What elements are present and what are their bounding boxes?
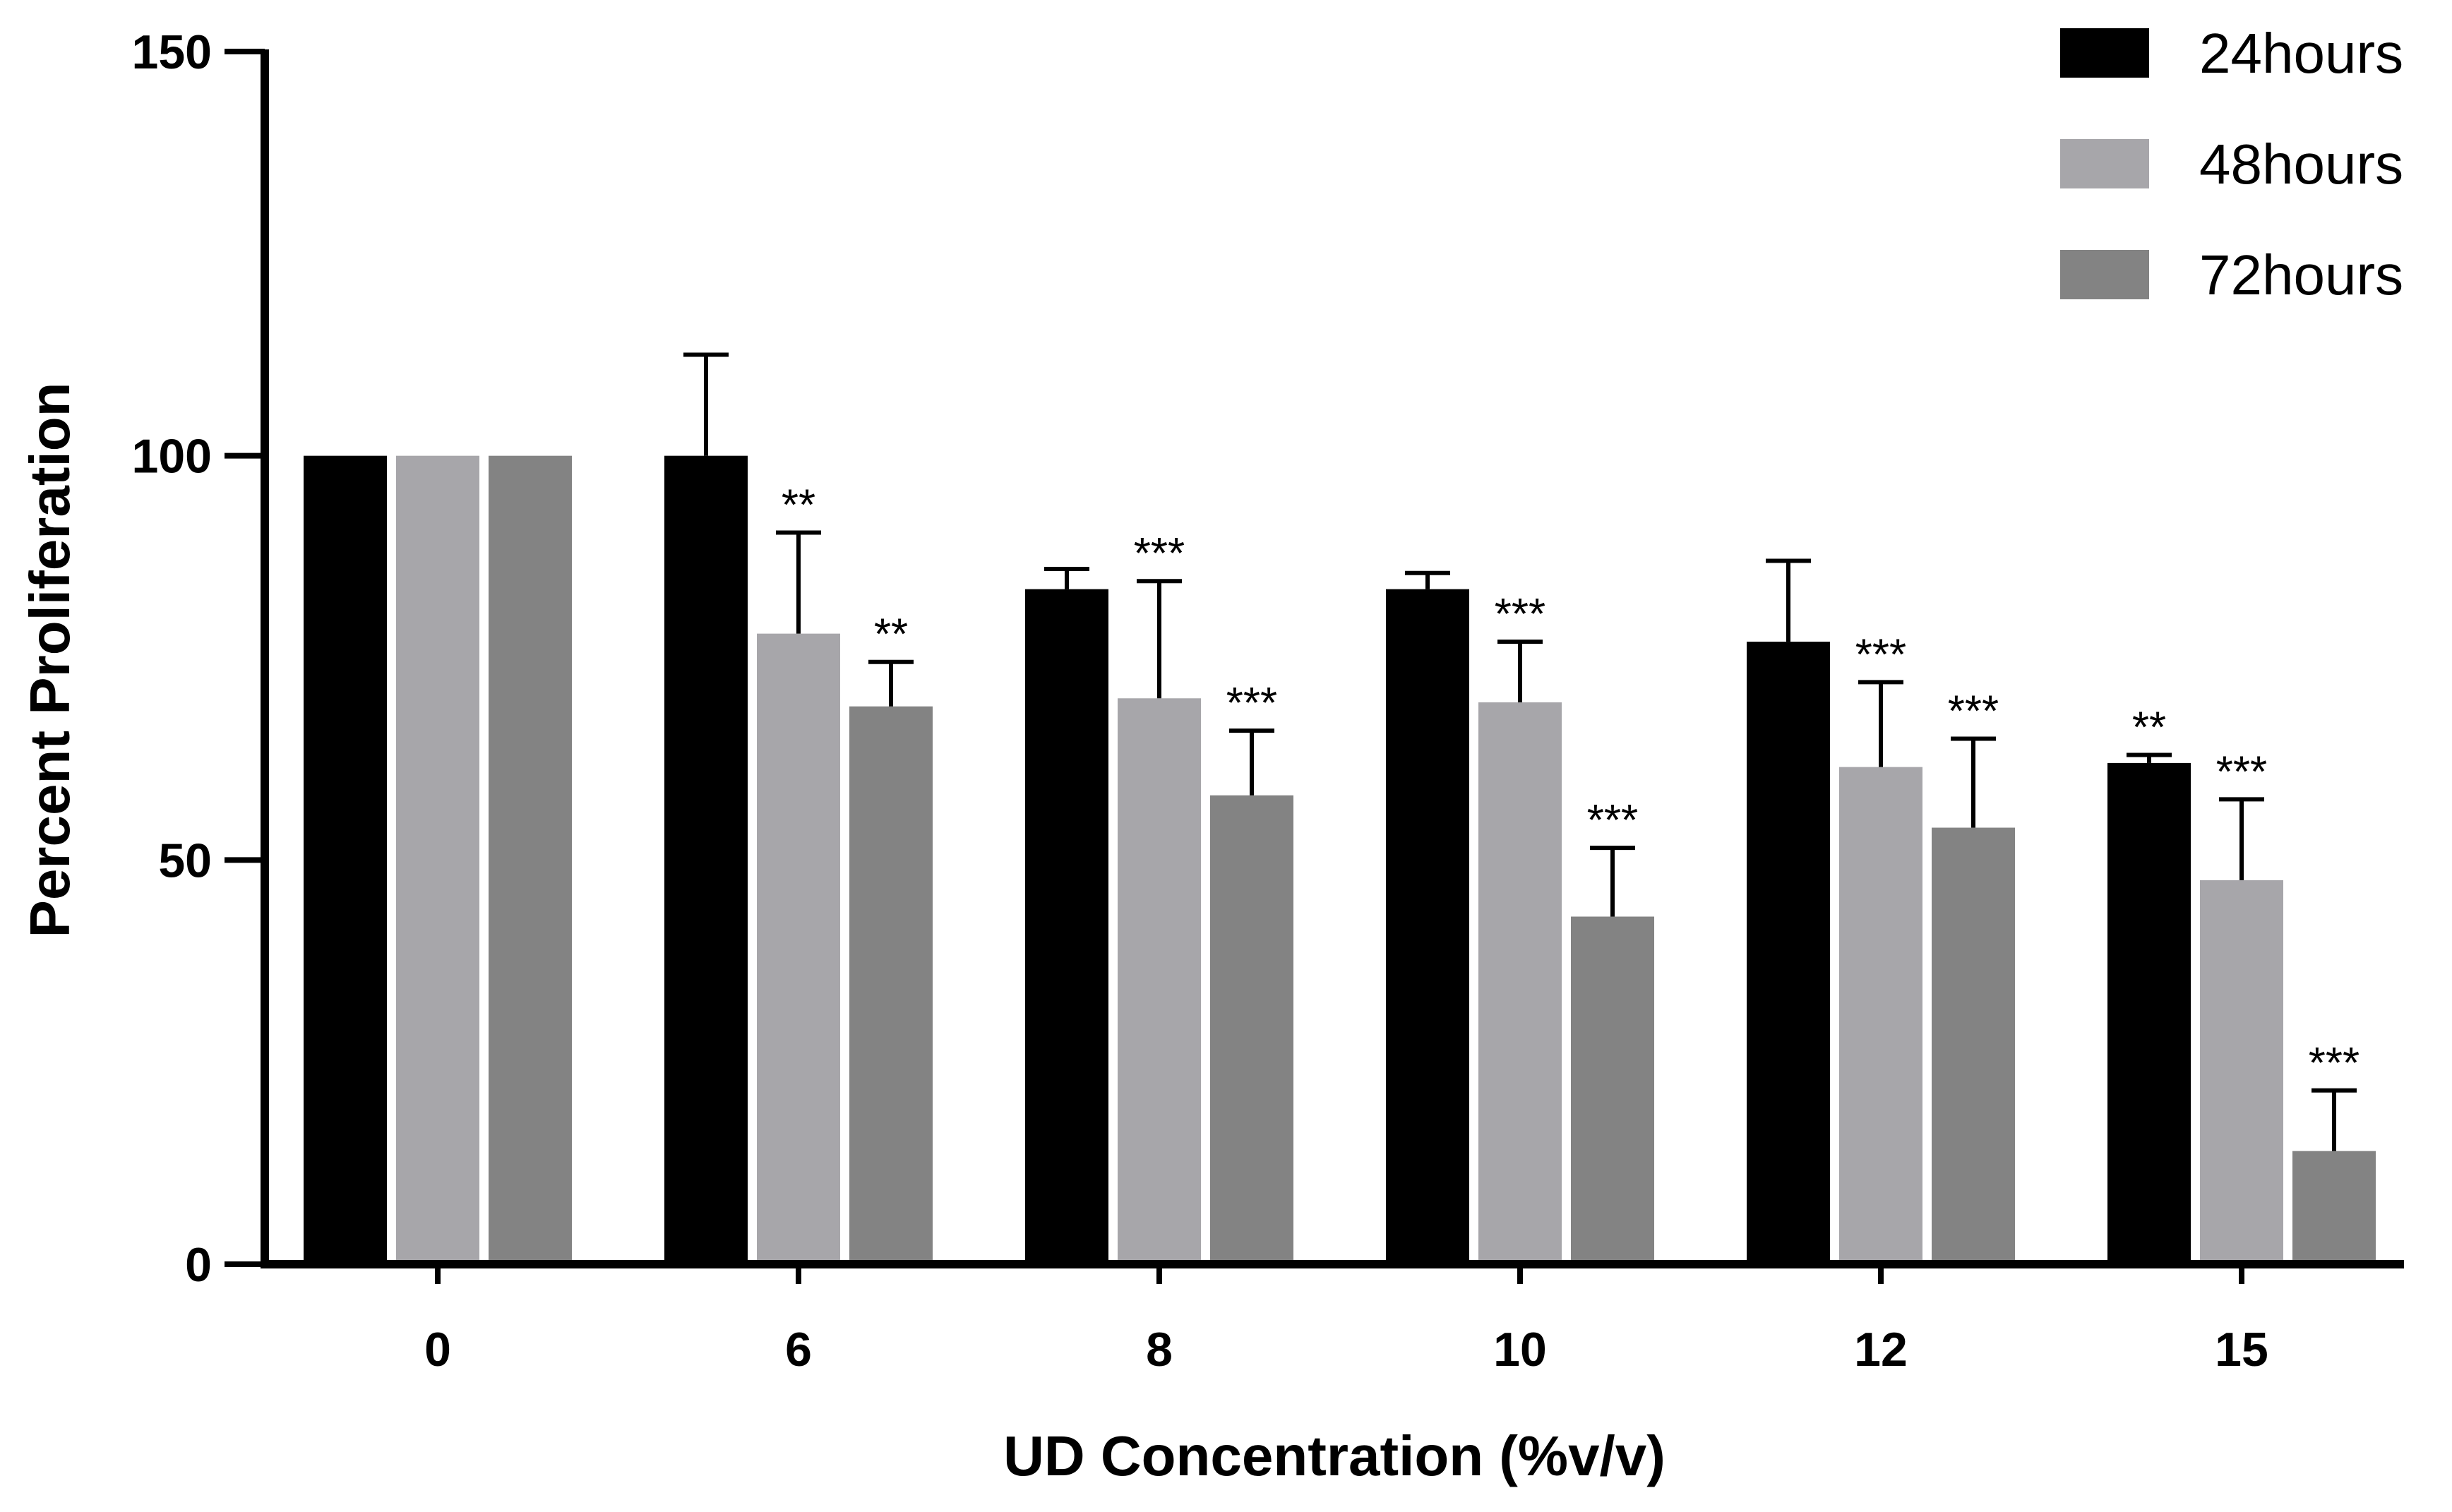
x-tick-label-0: 0 xyxy=(424,1323,451,1376)
legend-swatch-72hours xyxy=(2060,250,2149,299)
bar-48hours-6 xyxy=(757,633,840,1264)
y-tick-label-150: 150 xyxy=(132,25,212,79)
legend: 24hours 48hours 72hours xyxy=(2060,22,2403,306)
significance-label-48hours-15: *** xyxy=(2216,748,2267,796)
bar-24hours-8 xyxy=(1025,589,1108,1264)
axes-layer xyxy=(261,49,2404,1268)
y-tick-label-50: 50 xyxy=(158,834,212,887)
bar-48hours-0 xyxy=(396,455,479,1264)
bar-24hours-12 xyxy=(1747,642,1830,1264)
x-tick-label-12: 12 xyxy=(1854,1323,1908,1376)
legend-label-48hours: 48hours xyxy=(2199,133,2403,196)
bar-48hours-8 xyxy=(1118,698,1201,1264)
x-tick-label-6: 6 xyxy=(785,1323,812,1376)
legend-label-24hours: 24hours xyxy=(2199,22,2403,85)
significance-label-72hours-6: ** xyxy=(874,611,908,659)
bar-48hours-12 xyxy=(1839,767,1922,1264)
bar-72hours-0 xyxy=(489,455,572,1264)
error-bars-layer xyxy=(683,352,2357,1151)
x-axis-title: UD Concentration (%v/v) xyxy=(1003,1424,1665,1487)
bar-72hours-10 xyxy=(1571,916,1654,1264)
x-tick-label-10: 10 xyxy=(1493,1323,1547,1376)
bar-48hours-10 xyxy=(1478,702,1562,1264)
bar-72hours-15 xyxy=(2292,1151,2376,1264)
y-ticks-layer: 0 50 100 150 xyxy=(132,25,265,1292)
y-tick-label-0: 0 xyxy=(185,1238,212,1292)
significance-label-72hours-12: *** xyxy=(1948,688,1999,736)
bar-72hours-6 xyxy=(849,706,933,1264)
significance-label-48hours-6: ** xyxy=(782,481,815,529)
bar-24hours-0 xyxy=(304,455,387,1264)
legend-swatch-24hours xyxy=(2060,28,2149,78)
significance-label-48hours-8: *** xyxy=(1134,529,1185,578)
bar-24hours-10 xyxy=(1386,589,1469,1264)
bar-24hours-15 xyxy=(2107,762,2191,1264)
significance-label-48hours-10: *** xyxy=(1495,590,1545,639)
bar-72hours-8 xyxy=(1210,795,1293,1264)
bar-48hours-15 xyxy=(2200,880,2283,1264)
x-tick-label-15: 15 xyxy=(2215,1323,2268,1376)
legend-swatch-48hours xyxy=(2060,139,2149,188)
significance-label-48hours-12: *** xyxy=(1855,630,1906,679)
bars-layer xyxy=(304,455,2376,1264)
significance-label-24hours-15: ** xyxy=(2132,703,2166,752)
significance-labels-layer: ********************** ******** xyxy=(782,481,2360,1087)
y-tick-label-100: 100 xyxy=(132,430,212,484)
x-ticks-layer: 0 6 8 10 12 15 xyxy=(424,1264,2268,1376)
y-axis-title: Percent Proliferation xyxy=(18,383,81,938)
significance-label-72hours-15: *** xyxy=(2309,1039,2360,1088)
bar-72hours-12 xyxy=(1932,827,2015,1264)
x-tick-label-8: 8 xyxy=(1146,1323,1173,1376)
significance-label-72hours-10: *** xyxy=(1587,796,1638,845)
bar-24hours-6 xyxy=(664,455,748,1264)
legend-label-72hours: 72hours xyxy=(2199,244,2403,306)
significance-label-72hours-8: *** xyxy=(1226,679,1277,728)
